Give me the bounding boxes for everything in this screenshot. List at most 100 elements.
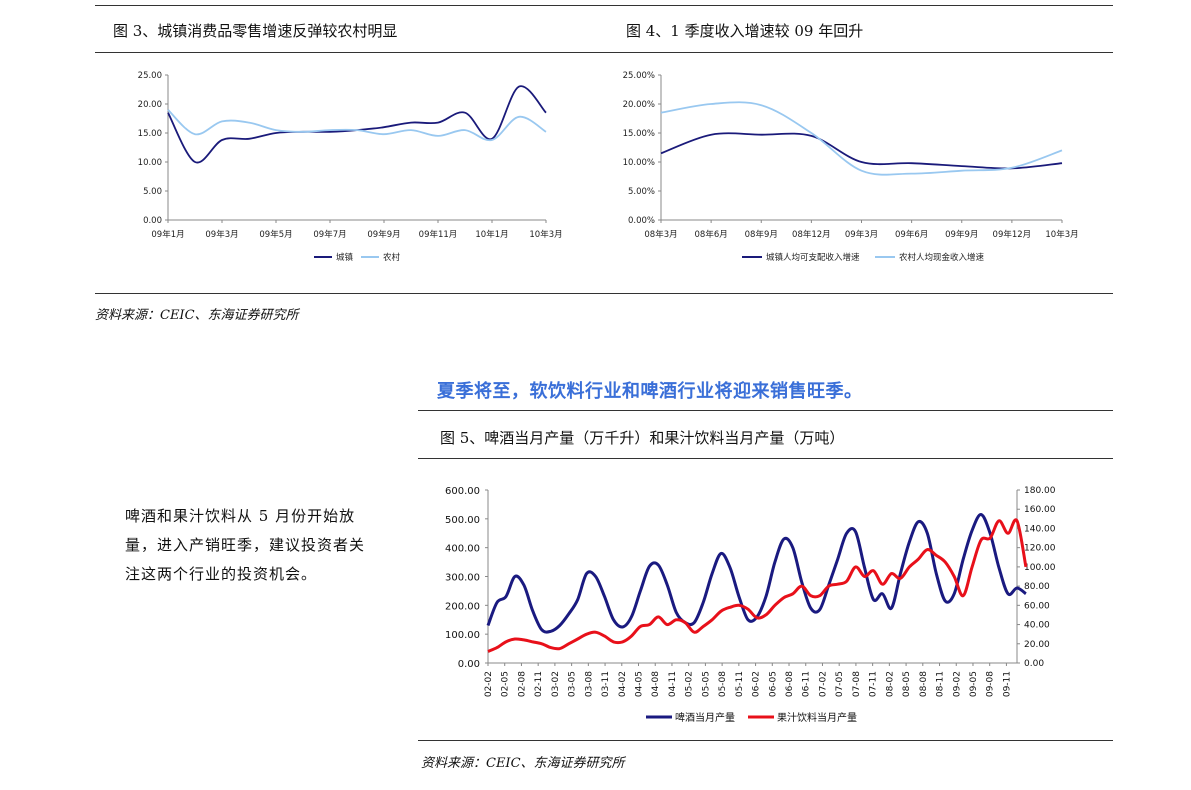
x-tick-label: 07-11 — [869, 671, 879, 697]
legend-label: 城镇 — [336, 252, 354, 263]
x-tick-label: 06-05 — [768, 671, 778, 697]
x-tick-label: 09年11月 — [419, 229, 458, 240]
x-tick-label: 08年6月 — [695, 229, 728, 240]
right-tick-label: 40.00 — [1024, 621, 1050, 631]
x-tick-label: 04-11 — [668, 671, 678, 697]
x-tick-label: 08-02 — [885, 671, 895, 697]
headline: 夏季将至，软饮料行业和啤酒行业将迎来销售旺季。 — [437, 381, 863, 402]
right-tick-label: 60.00 — [1024, 601, 1050, 611]
chart-bottom-rule — [95, 293, 1113, 294]
fig4-line-chart: 0.00% 5.00% 10.00% 15.00% 20.00% 25.00% 08年3月 0… — [623, 71, 1079, 263]
fig-title-rule — [95, 52, 1113, 53]
y-tick-label: 10.00 — [138, 158, 162, 168]
left-tick-label: 600.00 — [445, 486, 480, 497]
x-tick-label: 10年3月 — [529, 229, 562, 240]
x-tick-label: 09年6月 — [895, 229, 928, 240]
x-tick-label: 08年9月 — [745, 229, 778, 240]
x-tick-label: 08-08 — [919, 671, 929, 697]
x-tick-label: 09-02 — [952, 671, 962, 697]
fig4-title: 图 4、1 季度收入增速较 09 年回升 — [626, 22, 864, 40]
side-paragraph: 啤酒和果汁饮料从 5 月份开始放量，进入产销旺季，建议投资者关注这两个行业的投资… — [125, 507, 366, 583]
y-tick-label: 25.00 — [138, 71, 162, 81]
x-tick-label: 09年9月 — [945, 229, 978, 240]
y-tick-label: 0.00 — [143, 216, 162, 226]
right-tick-label: 120.00 — [1024, 544, 1056, 554]
x-tick-label: 03-02 — [551, 671, 561, 697]
y-tick-label: 10.00% — [623, 158, 655, 168]
legend-label: 农村 — [383, 252, 401, 263]
series-line — [660, 101, 1063, 176]
left-tick-label: 500.00 — [445, 515, 480, 526]
y-tick-label: 15.00 — [138, 129, 162, 139]
x-tick-label: 06-08 — [785, 671, 795, 697]
right-tick-label: 20.00 — [1024, 640, 1050, 650]
fig5-line-chart: 0.00 100.00 200.00 300.00 400.00 500.00 600.00… — [445, 486, 1056, 724]
fig5-bottom-rule — [418, 740, 1113, 741]
right-tick-label: 0.00 — [1024, 659, 1044, 669]
y-tick-label: 20.00 — [138, 100, 162, 110]
x-tick-label: 03-05 — [568, 671, 578, 697]
left-tick-label: 400.00 — [445, 544, 480, 555]
x-tick-label: 02-05 — [501, 671, 511, 697]
left-tick-label: 300.00 — [445, 573, 480, 584]
fig5-title: 图 5、啤酒当月产量（万千升）和果汁饮料当月产量（万吨） — [440, 429, 845, 447]
fig3-title: 图 3、城镇消费品零售增速反弹较农村明显 — [113, 22, 398, 40]
x-tick-label: 07-05 — [835, 671, 845, 697]
right-tick-label: 140.00 — [1024, 524, 1056, 534]
series-line — [167, 85, 547, 164]
x-tick-label: 09年9月 — [367, 229, 400, 240]
x-tick-label: 09年12月 — [993, 229, 1032, 240]
x-tick-label: 09-11 — [1002, 671, 1012, 697]
x-tick-label: 09-08 — [986, 671, 996, 697]
series-line — [660, 132, 1063, 170]
y-tick-label: 5.00% — [628, 187, 655, 197]
y-tick-label: 25.00% — [623, 71, 655, 81]
y-tick-label: 20.00% — [623, 100, 655, 110]
series-line — [167, 109, 547, 142]
x-tick-label: 03-11 — [601, 671, 611, 697]
x-tick-label: 08年12月 — [792, 229, 831, 240]
right-tick-label: 100.00 — [1024, 563, 1056, 573]
x-tick-label: 02-11 — [534, 671, 544, 697]
x-tick-label: 09年5月 — [259, 229, 292, 240]
y-tick-label: 0.00% — [628, 216, 655, 226]
x-tick-label: 02-02 — [484, 671, 494, 697]
legend-label: 果汁饮料当月产量 — [777, 711, 857, 724]
x-tick-label: 10年3月 — [1045, 229, 1078, 240]
x-tick-label: 09年1月 — [151, 229, 184, 240]
x-tick-label: 09年3月 — [205, 229, 238, 240]
x-tick-label: 08年3月 — [644, 229, 677, 240]
right-tick-label: 160.00 — [1024, 505, 1056, 515]
legend-label: 农村人均现金收入增速 — [899, 252, 985, 263]
x-tick-label: 04-08 — [651, 671, 661, 697]
legend-label: 城镇人均可支配收入增速 — [766, 252, 860, 263]
left-tick-label: 200.00 — [445, 601, 480, 612]
x-tick-label: 07-02 — [819, 671, 829, 697]
x-tick-label: 06-02 — [752, 671, 762, 697]
fig3-line-chart: 0.00 5.00 10.00 15.00 20.00 25.00 09年1月 09年3月 09… — [138, 71, 563, 263]
right-tick-label: 180.00 — [1024, 486, 1056, 496]
headline-rule — [418, 410, 1113, 411]
x-tick-label: 08-05 — [902, 671, 912, 697]
top-rule — [95, 5, 1113, 6]
x-tick-label: 09年7月 — [313, 229, 346, 240]
x-tick-label: 05-11 — [735, 671, 745, 697]
source-note-bottom: 资料来源：CEIC、东海证券研究所 — [421, 756, 625, 771]
x-tick-label: 09-05 — [969, 671, 979, 697]
x-tick-label: 08-11 — [936, 671, 946, 697]
legend-label: 啤酒当月产量 — [675, 711, 735, 724]
left-tick-label: 100.00 — [445, 630, 480, 641]
x-tick-label: 05-05 — [701, 671, 711, 697]
x-tick-label: 03-08 — [584, 671, 594, 697]
y-tick-label: 5.00 — [143, 187, 162, 197]
x-tick-label: 10年1月 — [475, 229, 508, 240]
x-tick-label: 02-08 — [517, 671, 527, 697]
right-tick-label: 80.00 — [1024, 582, 1050, 592]
series-line — [486, 513, 1027, 634]
series-line — [487, 518, 1028, 653]
x-tick-label: 05-02 — [685, 671, 695, 697]
x-tick-label: 04-05 — [635, 671, 645, 697]
x-tick-label: 04-02 — [618, 671, 628, 697]
x-tick-label: 06-11 — [802, 671, 812, 697]
left-tick-label: 0.00 — [458, 659, 480, 670]
